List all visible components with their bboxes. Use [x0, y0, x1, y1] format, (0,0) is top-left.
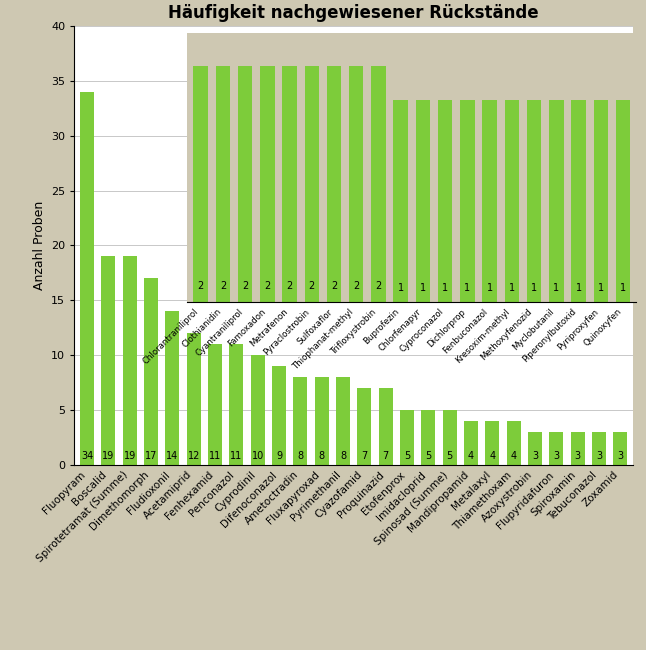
Bar [464, 421, 478, 465]
Text: 11: 11 [230, 452, 242, 461]
Bar [272, 366, 286, 465]
Text: 12: 12 [187, 452, 200, 461]
Text: 5: 5 [404, 452, 410, 461]
Bar [371, 66, 386, 302]
Text: 3: 3 [553, 452, 559, 461]
Text: 7: 7 [382, 452, 389, 461]
Bar [571, 100, 586, 302]
Y-axis label: Anzahl Proben: Anzahl Proben [32, 201, 46, 290]
Text: 1: 1 [398, 283, 404, 292]
Bar [193, 66, 208, 302]
Bar [505, 100, 519, 302]
Text: 3: 3 [617, 452, 623, 461]
Bar [304, 66, 319, 302]
Bar [594, 100, 608, 302]
Bar [293, 377, 307, 465]
Text: 14: 14 [166, 452, 178, 461]
Bar [260, 66, 275, 302]
Bar [349, 66, 364, 302]
Text: 10: 10 [251, 452, 264, 461]
Text: 4: 4 [510, 452, 517, 461]
Text: 2: 2 [375, 281, 382, 291]
Bar [379, 388, 393, 465]
Text: 19: 19 [102, 452, 114, 461]
Text: 4: 4 [468, 452, 474, 461]
Bar [251, 355, 265, 465]
Text: 2: 2 [220, 281, 226, 291]
Bar [592, 432, 606, 465]
Text: 17: 17 [145, 452, 157, 461]
Text: 2: 2 [331, 281, 337, 291]
Bar [216, 66, 230, 302]
Text: 19: 19 [123, 452, 136, 461]
Text: 34: 34 [81, 452, 93, 461]
Bar [282, 66, 297, 302]
Bar [101, 256, 116, 465]
Text: 3: 3 [532, 452, 538, 461]
Text: 1: 1 [509, 283, 515, 292]
Bar [208, 344, 222, 465]
Text: 5: 5 [425, 452, 432, 461]
Text: 1: 1 [420, 283, 426, 292]
Text: 2: 2 [353, 281, 359, 291]
Text: 1: 1 [464, 283, 470, 292]
Bar [527, 100, 541, 302]
Bar [123, 256, 137, 465]
Text: 1: 1 [531, 283, 537, 292]
Bar [336, 377, 350, 465]
Bar [549, 432, 563, 465]
Bar [506, 421, 521, 465]
Bar [187, 333, 201, 465]
Bar [613, 432, 627, 465]
Bar [400, 410, 414, 465]
Bar [357, 388, 371, 465]
Bar [144, 278, 158, 465]
Text: 1: 1 [553, 283, 559, 292]
Bar [443, 410, 457, 465]
Bar [165, 311, 180, 465]
Text: 4: 4 [489, 452, 495, 461]
Bar [438, 100, 452, 302]
Text: 5: 5 [446, 452, 453, 461]
Text: 11: 11 [209, 452, 221, 461]
Text: 7: 7 [361, 452, 368, 461]
Text: 8: 8 [340, 452, 346, 461]
Bar [570, 432, 585, 465]
Text: 1: 1 [442, 283, 448, 292]
Text: 8: 8 [318, 452, 325, 461]
Bar [315, 377, 329, 465]
Bar [80, 92, 94, 465]
Bar [460, 100, 475, 302]
Bar [483, 100, 497, 302]
Bar [238, 66, 253, 302]
Bar [416, 100, 430, 302]
Bar [549, 100, 563, 302]
Text: 1: 1 [486, 283, 493, 292]
Title: Häufigkeit nachgewiesener Rückstände: Häufigkeit nachgewiesener Rückstände [169, 4, 539, 21]
Text: 2: 2 [309, 281, 315, 291]
Bar [421, 410, 435, 465]
Text: 2: 2 [264, 281, 271, 291]
Text: 9: 9 [276, 452, 282, 461]
Bar [229, 344, 244, 465]
Text: 8: 8 [297, 452, 304, 461]
Text: 1: 1 [598, 283, 604, 292]
Bar [485, 421, 499, 465]
Text: 2: 2 [286, 281, 293, 291]
Text: 3: 3 [596, 452, 602, 461]
Text: 1: 1 [576, 283, 581, 292]
Text: 2: 2 [242, 281, 248, 291]
Text: 2: 2 [198, 281, 203, 291]
Text: 1: 1 [620, 283, 626, 292]
Bar [393, 100, 408, 302]
Bar [616, 100, 630, 302]
Text: 3: 3 [574, 452, 581, 461]
Bar [528, 432, 542, 465]
Bar [327, 66, 341, 302]
